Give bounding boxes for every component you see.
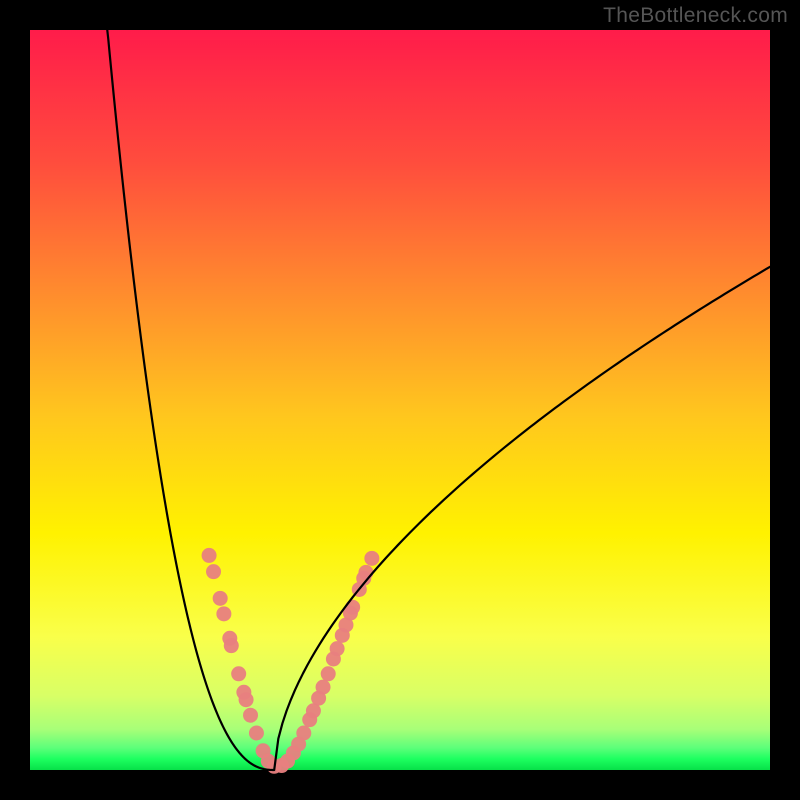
chart-container: TheBottleneck.com <box>0 0 800 800</box>
data-point <box>243 708 258 723</box>
data-point <box>216 606 231 621</box>
data-point <box>202 548 217 563</box>
data-point <box>364 551 379 566</box>
watermark-text: TheBottleneck.com <box>603 4 788 28</box>
data-point <box>296 726 311 741</box>
data-point <box>330 641 345 656</box>
data-point <box>345 600 360 615</box>
data-point <box>213 591 228 606</box>
data-point <box>224 638 239 653</box>
data-point <box>206 564 221 579</box>
data-point <box>239 692 254 707</box>
data-point <box>321 666 336 681</box>
data-point <box>249 726 264 741</box>
data-point <box>358 565 373 580</box>
data-point <box>231 666 246 681</box>
plot-gradient-background <box>30 30 770 770</box>
bottleneck-chart <box>0 0 800 800</box>
data-point <box>316 680 331 695</box>
